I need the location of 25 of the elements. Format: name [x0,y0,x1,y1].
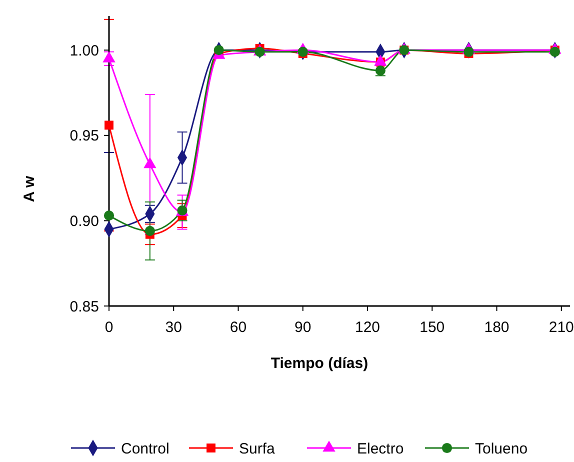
legend-label: Electro [357,440,404,458]
legend-label: Tolueno [475,440,528,458]
point [254,46,265,57]
x-tick-label: 90 [294,319,312,336]
y-tick-label: 0.95 [70,128,99,145]
y-tick-label: 0.90 [70,212,99,230]
point [464,46,474,57]
x-tick-label: 120 [354,319,380,336]
point [214,45,224,56]
x-axis-title: Tiempo (días) [270,355,368,372]
legend-label: Surfa [239,440,276,458]
y-tick-label: 1.00 [70,42,99,60]
x-tick-label: 210 [548,319,574,336]
legend-label: Control [121,440,170,458]
x-tick-label: 0 [104,319,114,336]
x-tick-label: 30 [165,319,182,336]
x-tick-label: 60 [230,319,247,336]
point [144,226,155,236]
point [104,210,114,221]
x-tick-label: 150 [420,319,445,336]
point [104,120,114,130]
x-tick-label: 180 [484,319,510,336]
y-axis-title: A w [21,176,38,202]
point [298,46,308,57]
y-tick-label: 0.85 [70,298,99,316]
